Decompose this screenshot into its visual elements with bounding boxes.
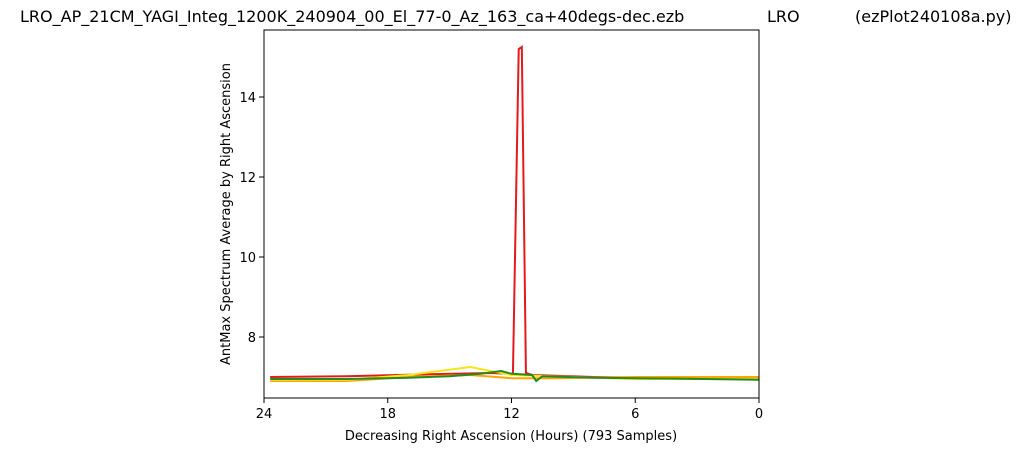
x-tick-label: 18 [379,407,396,422]
y-tick-label: 8 [248,331,256,346]
chart-title: LRO_AP_21CM_YAGI_Integ_1200K_240904_00_E… [20,7,684,27]
x-tick-label: 24 [256,407,273,422]
annotation: (ezPlot240108a.py) [855,7,1011,26]
x-tick-label: 12 [503,407,520,422]
y-axis-label: AntMax Spectrum Average by Right Ascensi… [219,63,234,365]
line [270,45,760,380]
x-tick-label: 0 [755,407,763,422]
chart-subtitle: LRO [767,7,800,26]
x-tick-label: 6 [631,407,639,422]
y-tick-label: 12 [239,171,256,186]
line [270,373,759,382]
x-axis-label: Decreasing Right Ascension (Hours) (793 … [345,429,677,444]
plot-frame [263,29,760,399]
y-tick-label: 10 [239,251,256,266]
y-tick-label: 14 [239,91,256,106]
line [270,369,760,383]
